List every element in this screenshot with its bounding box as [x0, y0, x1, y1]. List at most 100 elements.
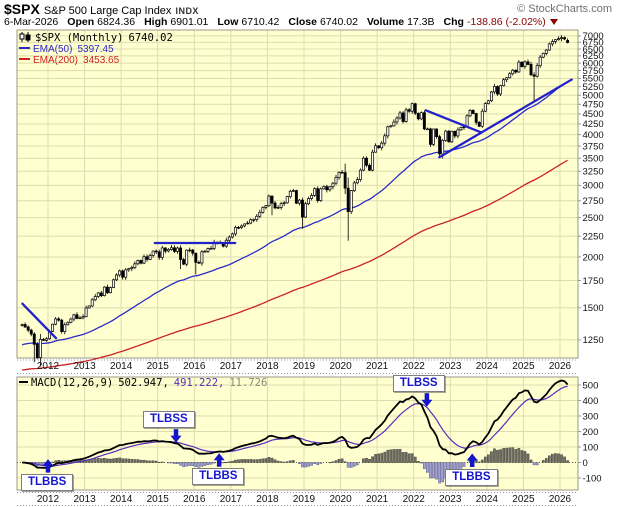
svg-text:3250: 3250 [583, 167, 604, 178]
quote-field-label: Low [217, 16, 239, 28]
tlbbs-signal-label: TLBBS [21, 474, 74, 492]
svg-text:2013: 2013 [73, 494, 96, 505]
svg-text:500: 500 [583, 380, 599, 391]
svg-text:400: 400 [583, 396, 599, 407]
svg-text:2019: 2019 [293, 361, 316, 372]
svg-text:2019: 2019 [293, 494, 316, 505]
tlbss-signal-label: TLBSS [142, 410, 195, 428]
candlestick-icon [19, 32, 31, 42]
signal-arrows [42, 393, 478, 473]
price-legend: $SPX (Monthly) 6740.02 EMA(50) 5397.45 EMA… [19, 31, 173, 66]
price-series-legend: $SPX (Monthly) 6740.02 [19, 31, 173, 44]
svg-text:1250: 1250 [583, 335, 604, 346]
ema200-label: EMA(200) [33, 55, 79, 66]
svg-text:5750: 5750 [583, 66, 604, 77]
candles [20, 35, 570, 367]
svg-text:2024: 2024 [476, 361, 499, 372]
svg-text:2024: 2024 [476, 494, 499, 505]
price-axis-labels: 7000675065006250600057505500525050004750… [578, 31, 604, 346]
svg-text:2023: 2023 [439, 494, 462, 505]
svg-text:2014: 2014 [110, 494, 133, 505]
macd-year-labels: 2012 2013 2014 2015 2016 2017 2018 2019 2020 2021… [17, 492, 578, 506]
quote-field-value: 6824.36 [97, 16, 136, 28]
svg-text:3750: 3750 [583, 141, 604, 152]
svg-text:2022: 2022 [403, 361, 426, 372]
quote-field-label: High [144, 16, 168, 28]
macd-main-line [22, 379, 569, 469]
macd-axis-labels: 500 400 300 200 100 0 -100 [578, 380, 602, 484]
svg-text:2023: 2023 [439, 361, 462, 372]
macd-histogram [23, 447, 569, 484]
ema200-legend: EMA(200) 3453.65 [19, 55, 173, 66]
svg-text:6750: 6750 [583, 38, 604, 49]
svg-text:2012: 2012 [37, 494, 60, 505]
series-value: 6740.02 [128, 32, 173, 44]
ema200-value: 3453.65 [83, 55, 120, 66]
svg-text:6000: 6000 [583, 58, 604, 69]
macd-legend-row: MACD(12,26,9) 502.947, 491.222, 11.726 [19, 378, 267, 389]
svg-text:2018: 2018 [256, 494, 279, 505]
svg-text:2022: 2022 [403, 494, 426, 505]
svg-text:1500: 1500 [583, 303, 604, 314]
change-down-triangle-icon [549, 19, 558, 25]
svg-text:2250: 2250 [583, 231, 604, 242]
stockcharts-credit-link[interactable]: © StockCharts.com [517, 3, 612, 15]
macd-pane [16, 376, 579, 491]
macd-name: MACD(12,26,9) [31, 377, 114, 389]
svg-text:2020: 2020 [329, 361, 352, 372]
ema200-line [22, 159, 568, 371]
symbol-label: $SPX [4, 1, 40, 17]
quote-field-value: 6710.42 [241, 16, 280, 28]
svg-text:4750: 4750 [583, 100, 604, 111]
series-label: $SPX (Monthly) [35, 32, 124, 44]
quote-field-label: Close [288, 16, 317, 28]
title-row: $SPX S&P 500 Large Cap Index INDX [4, 1, 199, 19]
svg-text:4000: 4000 [583, 130, 604, 141]
ema200-swatch-icon [19, 58, 30, 61]
quote-date: 6-Mar-2026 [4, 16, 59, 28]
svg-text:-100: -100 [583, 473, 602, 484]
svg-text:2015: 2015 [147, 494, 170, 505]
svg-text:6500: 6500 [583, 44, 604, 55]
svg-text:2017: 2017 [220, 494, 243, 505]
trendline-annotations [21, 78, 573, 340]
svg-text:2021: 2021 [366, 494, 389, 505]
quote-field-label: Volume [366, 16, 405, 28]
quote-row: 6-Mar-2026 Open 6824.36 High 6901.01 Low 6710.… [4, 16, 558, 28]
svg-text:2014: 2014 [110, 361, 133, 372]
tlbbs-signal-label: TLBBS [445, 468, 498, 486]
svg-text:2017: 2017 [220, 361, 243, 372]
svg-text:2026: 2026 [549, 361, 572, 372]
index-name-label: S&P 500 Large Cap Index [43, 5, 172, 17]
ema50-swatch-icon [19, 47, 30, 50]
svg-text:2025: 2025 [512, 494, 535, 505]
macd-swatch-icon [19, 381, 28, 383]
svg-text:2012: 2012 [37, 361, 60, 372]
svg-text:6250: 6250 [583, 51, 604, 62]
svg-text:4500: 4500 [583, 109, 604, 120]
quote-field-value: 17.3B [407, 16, 435, 28]
svg-text:2013: 2013 [73, 361, 96, 372]
svg-text:2016: 2016 [183, 361, 206, 372]
svg-text:3000: 3000 [583, 181, 604, 192]
price-pane [16, 29, 579, 359]
svg-text:2025: 2025 [512, 361, 535, 372]
svg-text:200: 200 [583, 427, 599, 438]
tlbbs-signal-label: TLBBS [192, 468, 245, 486]
quote-field-label: Chg [443, 16, 464, 28]
quote-field-value: 6740.02 [319, 16, 358, 28]
ema50-legend: EMA(50) 5397.45 [19, 44, 173, 55]
macd-signal-value: 491.222, [173, 377, 225, 389]
svg-text:5250: 5250 [583, 82, 604, 93]
svg-text:1750: 1750 [583, 276, 604, 287]
svg-text:2000: 2000 [583, 252, 604, 263]
tlbss-signal-label: TLBSS [392, 374, 445, 392]
svg-text:2500: 2500 [583, 213, 604, 224]
ema50-label: EMA(50) [33, 44, 73, 55]
svg-text:2021: 2021 [366, 361, 389, 372]
svg-text:2018: 2018 [256, 361, 279, 372]
svg-text:2750: 2750 [583, 196, 604, 207]
svg-text:5000: 5000 [583, 91, 604, 102]
